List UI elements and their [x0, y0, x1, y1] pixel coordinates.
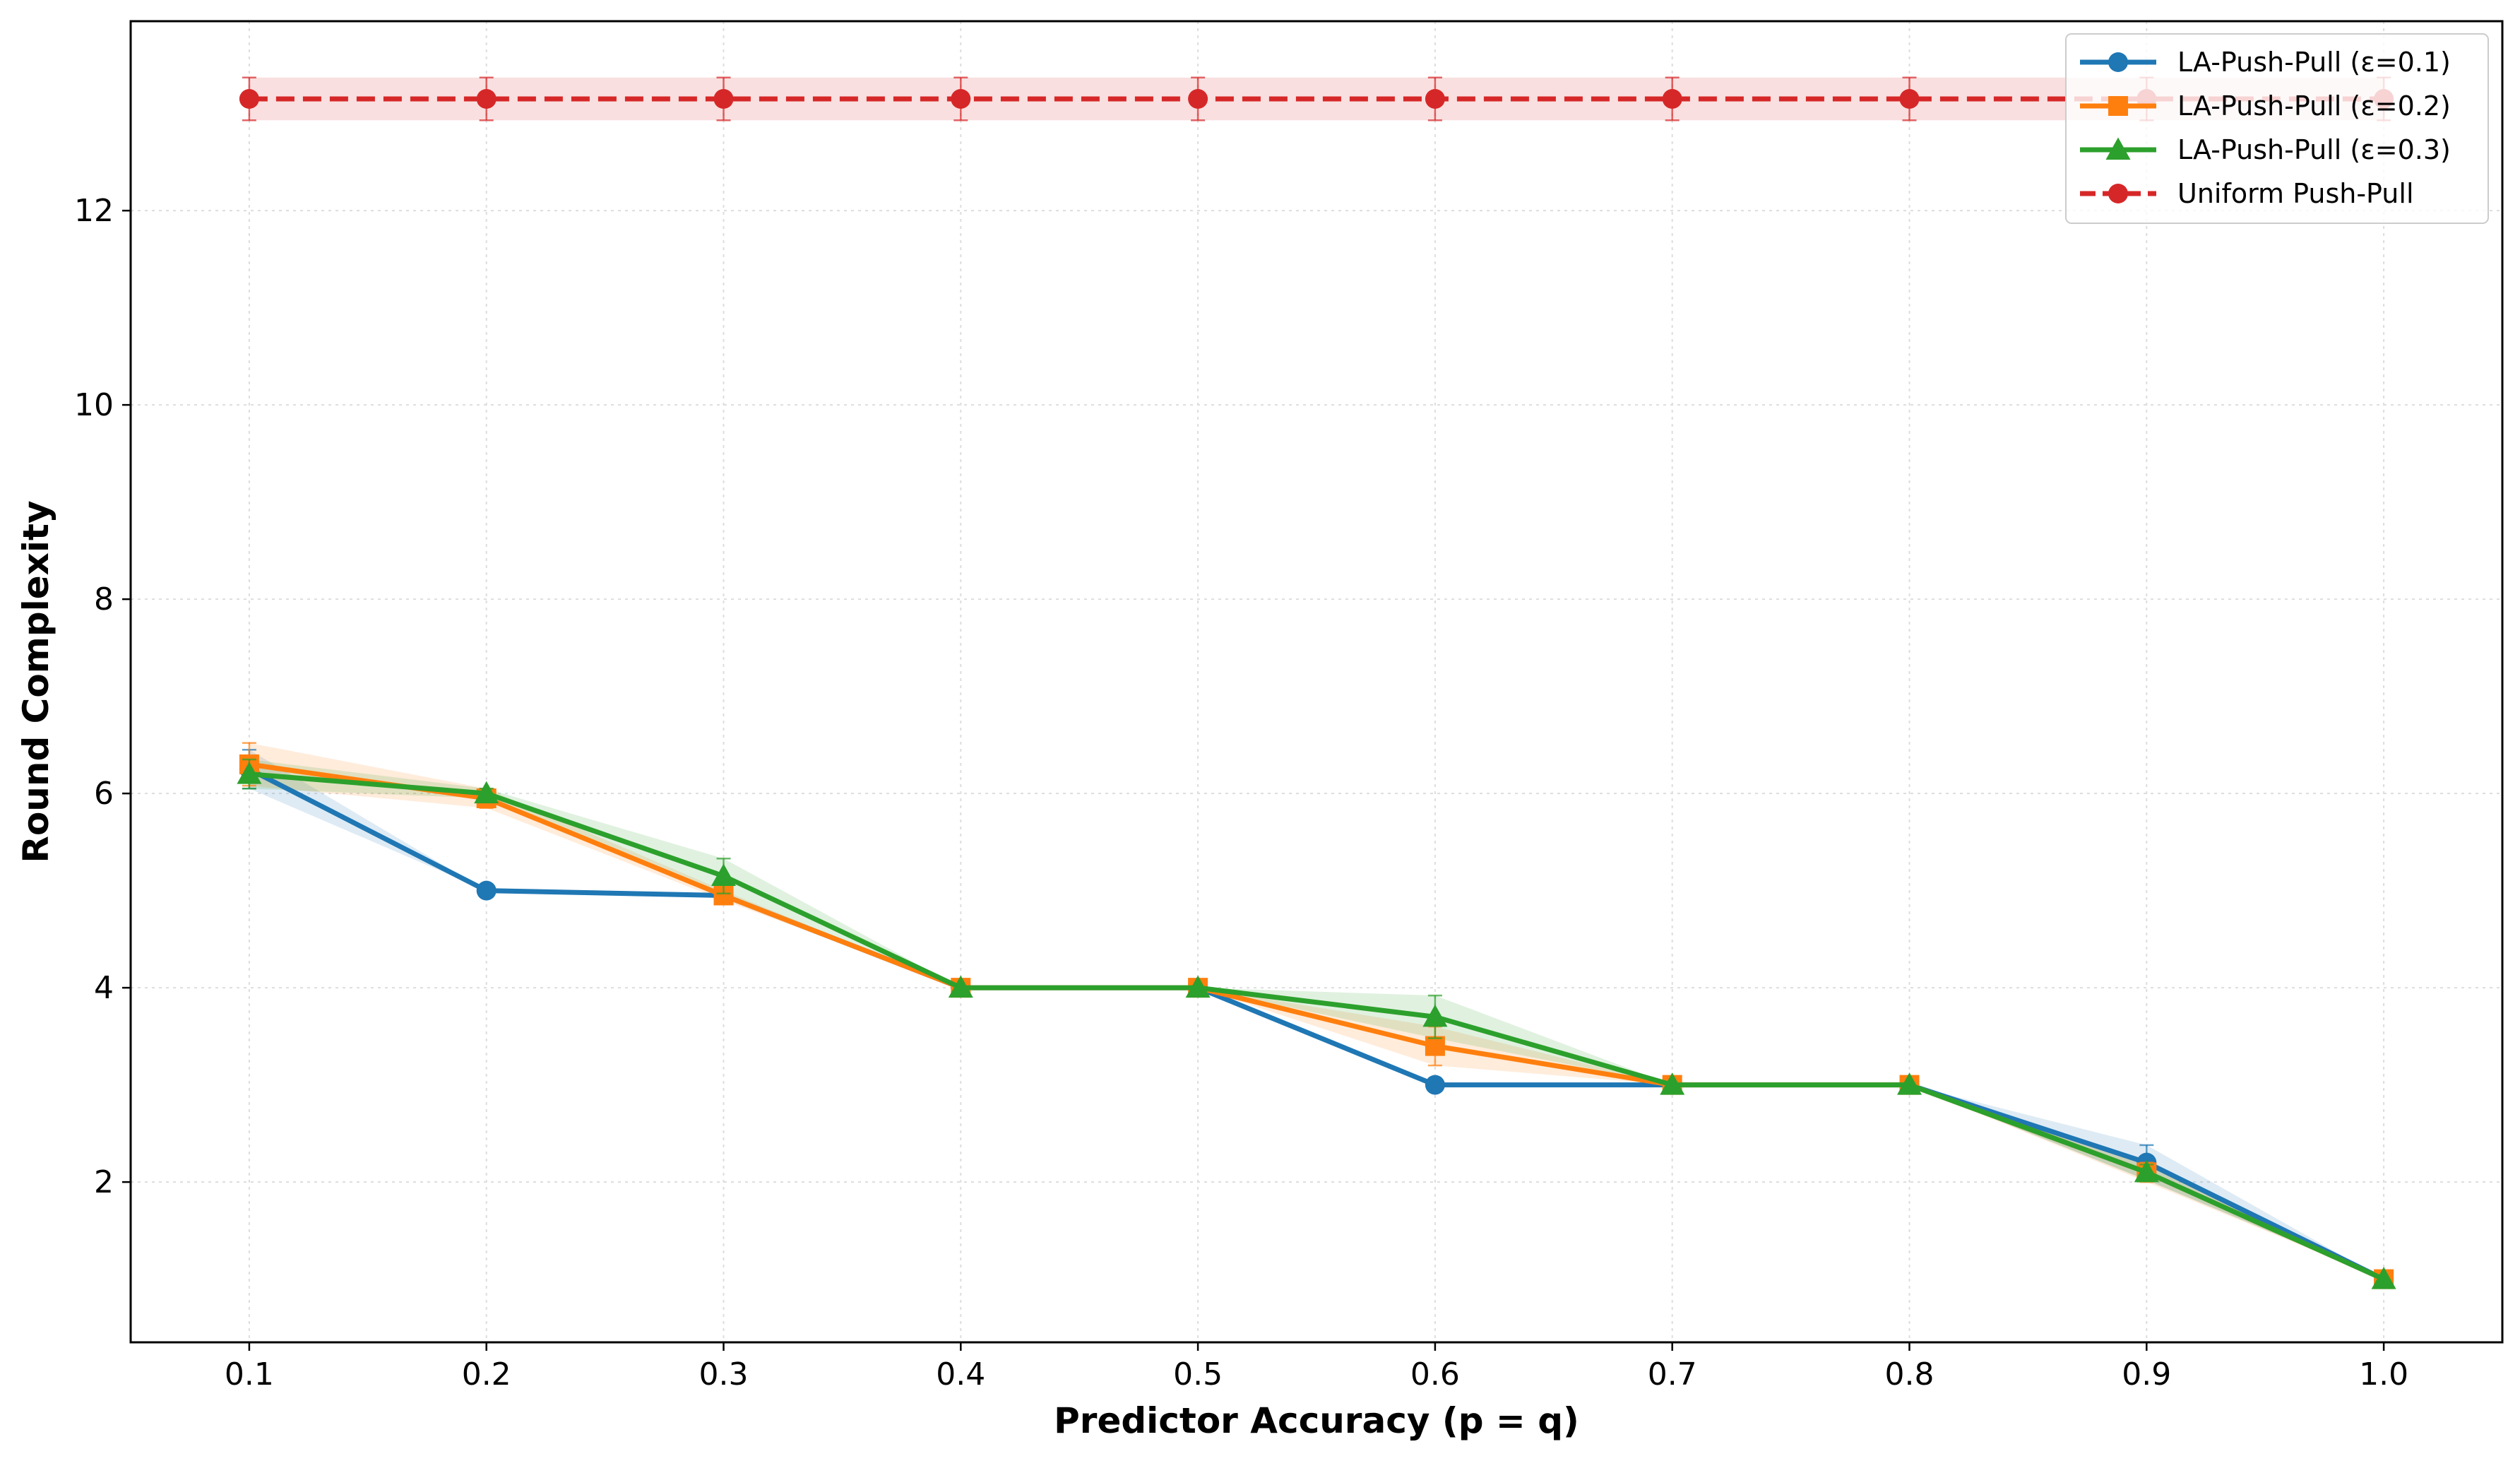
x-tick-label: 0.9	[2122, 1356, 2171, 1392]
legend-swatch-marker	[2108, 96, 2128, 116]
series-4-point	[1663, 89, 1682, 109]
legend-swatch-marker	[2108, 184, 2128, 203]
series-1-point	[1425, 1075, 1445, 1095]
legend-entry-label: LA-Push-Pull (ε=0.2)	[2177, 90, 2451, 122]
series-1-point	[477, 881, 497, 901]
x-tick-label: 1.0	[2359, 1356, 2408, 1392]
series-4-point	[951, 89, 970, 109]
legend-entry-label: Uniform Push-Pull	[2177, 178, 2414, 209]
y-tick-label: 2	[94, 1164, 114, 1200]
y-tick-label: 8	[94, 581, 114, 617]
series-4-point	[1900, 89, 1920, 109]
legend-swatch-marker	[2108, 52, 2128, 72]
series-4-point	[477, 89, 497, 109]
legend-entry-label: LA-Push-Pull (ε=0.1)	[2177, 47, 2451, 78]
x-tick-label: 0.4	[936, 1356, 985, 1392]
y-tick-label: 6	[94, 776, 114, 812]
series-4-point	[714, 89, 734, 109]
y-tick-label: 12	[74, 193, 114, 229]
legend: LA-Push-Pull (ε=0.1) LA-Push-Pull (ε=0.2)…	[2066, 34, 2488, 223]
legend-entry-label: LA-Push-Pull (ε=0.3)	[2177, 134, 2451, 165]
x-tick-label: 0.1	[225, 1356, 274, 1392]
x-tick-label: 0.8	[1885, 1356, 1934, 1392]
x-tick-label: 0.6	[1410, 1356, 1460, 1392]
series-4-point	[1188, 89, 1208, 109]
y-tick-label: 10	[74, 387, 114, 423]
x-axis-label: Predictor Accuracy (p = q)	[1054, 1400, 1579, 1441]
x-tick-label: 0.3	[699, 1356, 749, 1392]
x-tick-label: 0.5	[1173, 1356, 1223, 1392]
x-tick-label: 0.7	[1648, 1356, 1697, 1392]
series-4-point	[239, 89, 259, 109]
y-axis-label: Round Complexity	[16, 500, 57, 863]
y-tick-label: 4	[94, 970, 114, 1006]
series-4-point	[1425, 89, 1445, 109]
x-tick-label: 0.2	[462, 1356, 511, 1392]
